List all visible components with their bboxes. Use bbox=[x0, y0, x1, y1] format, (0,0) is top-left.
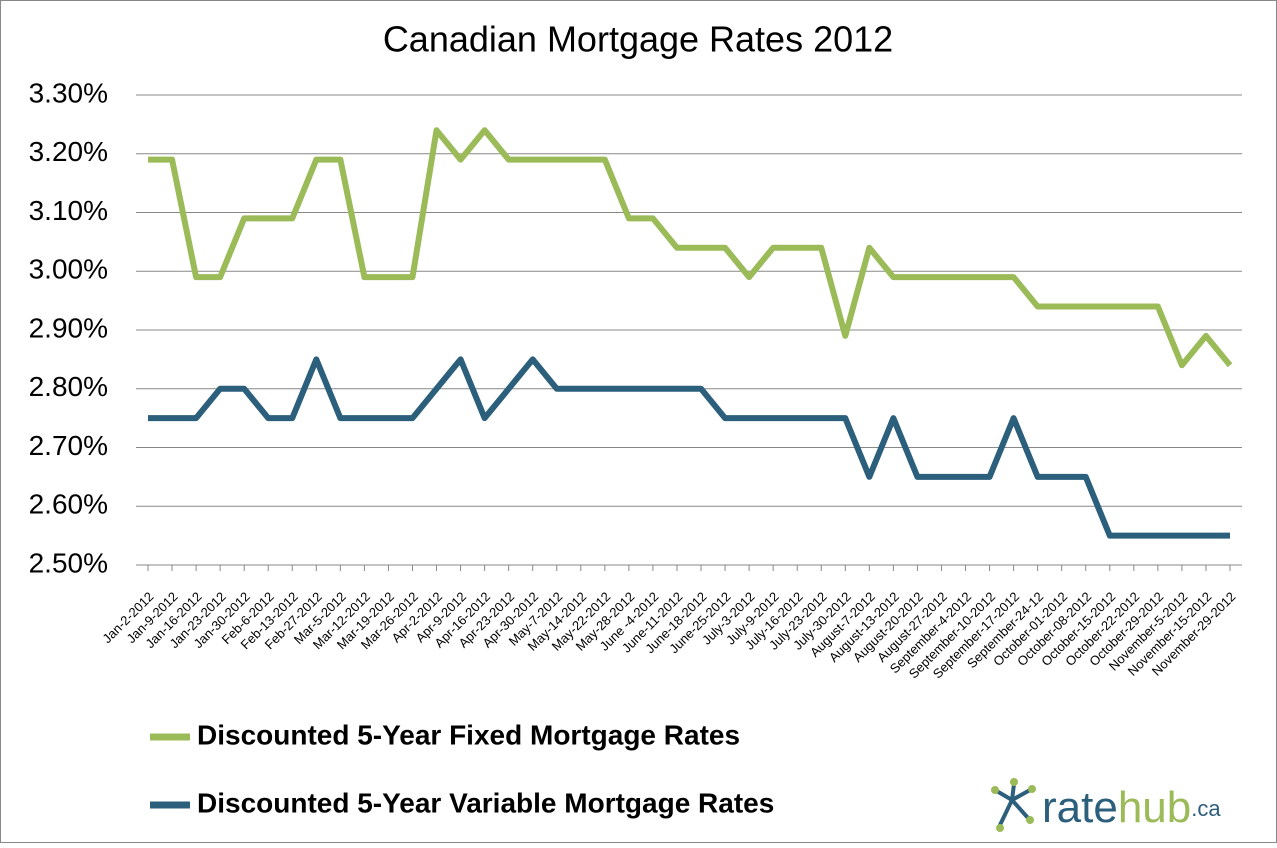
brand-name: rate bbox=[1042, 783, 1118, 832]
y-tick-label: 3.10% bbox=[29, 195, 108, 226]
brand: ratehub.ca bbox=[1042, 783, 1221, 832]
y-tick-label: 3.30% bbox=[29, 77, 108, 108]
legend-label: Discounted 5-Year Fixed Mortgage Rates bbox=[197, 719, 740, 750]
y-tick-label: 2.70% bbox=[29, 430, 108, 461]
y-tick-label: 3.00% bbox=[29, 254, 108, 285]
y-tick-label: 2.50% bbox=[29, 547, 108, 578]
y-tick-label: 2.60% bbox=[29, 489, 108, 520]
logo: ratehub.ca bbox=[991, 778, 1221, 832]
y-tick-label: 2.80% bbox=[29, 371, 108, 402]
chart-title: Canadian Mortgage Rates 2012 bbox=[383, 19, 893, 60]
y-tick-label: 3.20% bbox=[29, 136, 108, 167]
brand-accent: hub bbox=[1118, 783, 1191, 832]
series-line bbox=[148, 356, 1230, 539]
y-tick-label: 2.90% bbox=[29, 312, 108, 343]
legend-label: Discounted 5-Year Variable Mortgage Rate… bbox=[197, 787, 774, 818]
series-line bbox=[148, 127, 1233, 369]
brand-suffix: .ca bbox=[1191, 796, 1221, 821]
